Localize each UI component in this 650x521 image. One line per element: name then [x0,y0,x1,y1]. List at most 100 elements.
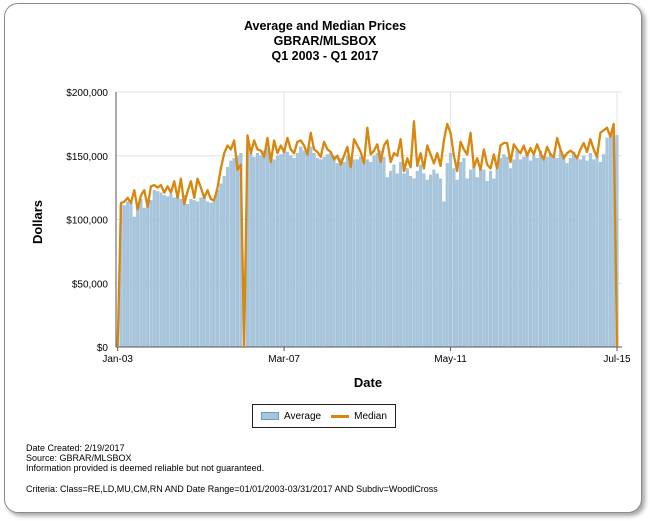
average-bar [592,159,596,348]
average-bar [472,164,476,348]
average-bar [495,165,499,348]
average-bar [312,153,316,348]
average-bar [335,163,339,348]
average-bar [449,153,453,348]
average-bar [329,153,333,348]
legend-label-average: Average [284,410,322,422]
average-bar [339,158,343,348]
average-bar [172,197,176,348]
criteria-text: Criteria: Class=RE,LD,MU,CM,RN AND Date … [26,484,438,494]
average-bar [578,159,582,348]
average-bar [139,198,143,348]
average-bar [512,159,516,348]
average-bar [455,179,459,348]
average-bar [505,156,509,348]
legend-label-median: Median [354,410,387,422]
average-bar [122,205,126,348]
average-bar [159,192,163,348]
average-bar [385,177,389,348]
average-bar [435,173,439,348]
average-bar [252,156,256,348]
average-bar [409,175,413,348]
average-bar [166,196,170,348]
average-bar [605,137,609,348]
average-bar [498,158,503,348]
average-bars [119,133,619,348]
average-bar [532,155,536,348]
legend: Average Median [252,404,396,428]
average-bar [575,156,579,348]
x-tick-labels: Jan-03 Mar-07 May-11 Jul-15 [102,354,631,365]
average-bar [179,198,183,348]
x-axis-label: Date [354,375,382,390]
average-bar [222,175,226,348]
average-bar [279,154,283,348]
average-bar [156,191,160,348]
average-bar [422,173,426,348]
average-bar [399,161,403,348]
average-bar [588,153,592,348]
average-bar [488,170,493,348]
average-bar [475,177,479,348]
legend-item-median: Median [331,411,387,422]
axes [115,92,622,351]
average-bar [349,156,353,348]
average-bar [196,201,200,348]
y-tick-label: $100,000 [66,216,108,227]
average-bar [608,135,612,348]
chart-title-line-1: Average and Median Prices [243,19,407,33]
average-bar [558,150,562,348]
average-bar [126,201,130,348]
average-bar [285,151,289,348]
average-bar [595,155,599,348]
x-tick-label: Jan-03 [102,354,133,365]
average-bar [206,201,210,348]
average-bar [528,160,532,348]
average-bar [562,154,566,348]
average-bar [469,169,473,348]
average-bar [465,178,469,348]
y-tick-labels: $200,000 $150,000 $100,000 $50,000 $0 [66,88,108,354]
average-bar [372,155,376,348]
average-bar [395,173,399,348]
y-tick-label: $0 [97,343,109,354]
average-bar [542,159,546,348]
average-bar [132,216,136,348]
average-bar [602,154,606,348]
average-bar [212,200,216,348]
average-bar [295,153,299,348]
average-bar [459,161,463,348]
average-bar [389,170,393,348]
average-bar [136,202,140,348]
average-bar [598,161,602,348]
average-bar [182,195,186,348]
average-bar [362,160,366,348]
average-bar [129,202,133,348]
average-bar [452,168,456,348]
average-bar [202,195,206,348]
average-bar [515,150,519,348]
average-bar [149,200,153,348]
x-tick-label: Jul-15 [603,354,631,365]
average-bar [169,193,173,348]
legend-item-average: Average [261,411,321,422]
average-bar [522,156,526,348]
chart-title: Average and Median Prices GBRAR/MLSBOX Q… [0,19,650,64]
average-bar [552,155,556,348]
average-bar [405,168,409,348]
average-bar [369,161,373,348]
average-bar [299,146,303,348]
average-bar [412,178,416,348]
average-bar [535,158,539,348]
average-bar [572,151,576,348]
average-bar [508,168,512,348]
y-axis-label: Dollars [30,200,45,244]
x-tick-label: May-11 [434,354,467,365]
average-bar [492,178,496,348]
average-bar [322,156,326,348]
average-bar [235,155,240,348]
average-bar [229,160,233,348]
average-bar [319,159,323,348]
average-bar [249,153,253,348]
